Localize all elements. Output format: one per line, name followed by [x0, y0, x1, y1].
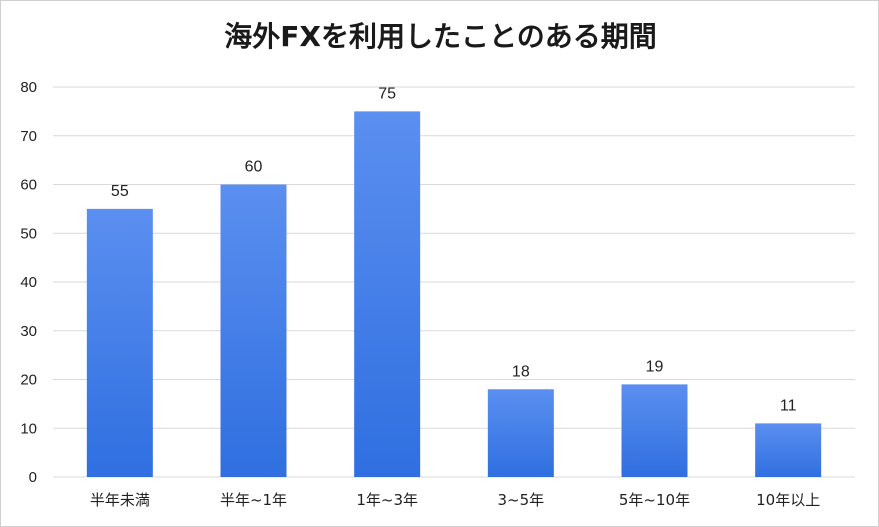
x-tick-label: 5年~10年	[619, 491, 690, 509]
x-tick-label: 3~5年	[498, 491, 545, 509]
bar	[354, 111, 421, 477]
y-tick-label: 0	[29, 469, 37, 486]
y-tick-label: 40	[20, 274, 37, 291]
y-tick-label: 70	[20, 128, 37, 145]
data-label: 18	[512, 363, 530, 380]
data-label: 55	[111, 183, 129, 200]
y-tick-label: 10	[20, 420, 37, 437]
bar	[220, 184, 287, 477]
bar	[86, 208, 153, 477]
y-tick-label: 60	[20, 177, 37, 194]
y-tick-label: 30	[20, 323, 37, 340]
y-tick-label: 50	[20, 225, 37, 242]
data-label: 19	[646, 358, 664, 375]
x-tick-label: 1年~3年	[356, 491, 418, 509]
data-label: 60	[245, 159, 263, 176]
x-tick-label: 10年以上	[756, 491, 820, 509]
data-label: 75	[378, 85, 396, 102]
y-tick-label: 80	[20, 79, 37, 96]
bar	[487, 389, 554, 477]
data-label: 11	[780, 397, 797, 414]
chart-title: 海外FXを利用したことのある期間	[224, 20, 657, 53]
bar	[755, 423, 822, 477]
x-tick-label: 半年未満	[90, 491, 150, 509]
x-tick-label: 半年~1年	[220, 491, 287, 509]
bar	[621, 384, 688, 477]
y-tick-label: 20	[20, 372, 37, 389]
